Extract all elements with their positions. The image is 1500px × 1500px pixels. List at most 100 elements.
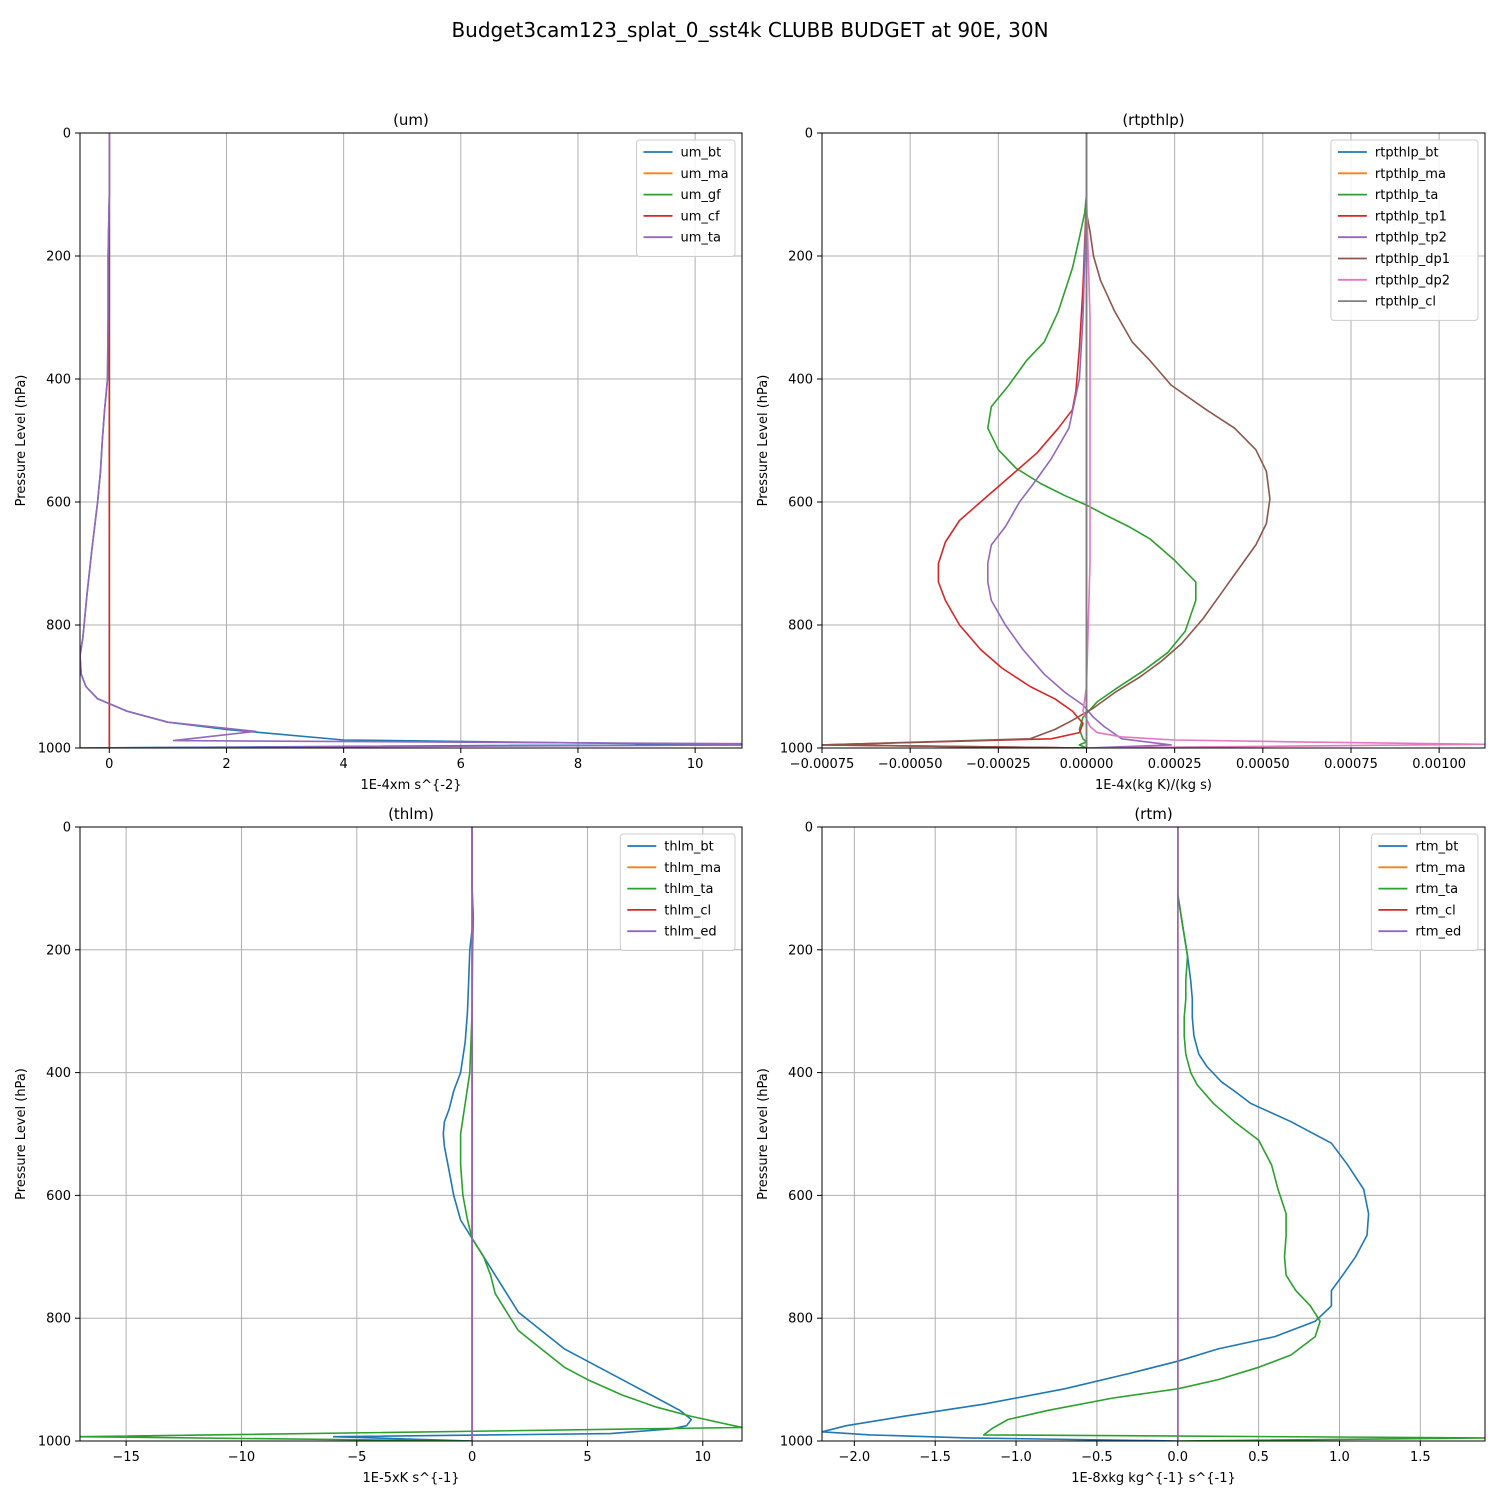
y-tick-label: 200 bbox=[46, 250, 71, 265]
series-line-rtpthlp_tp2 bbox=[986, 133, 1172, 748]
x-tick-label: −1.0 bbox=[1000, 1450, 1032, 1465]
legend-label: rtpthlp_cl bbox=[1375, 295, 1436, 310]
x-tick-label: 0.00000 bbox=[1060, 757, 1114, 772]
axes-frame bbox=[79, 826, 743, 1442]
x-axis-label: 1E-4xm s^{-2} bbox=[360, 778, 461, 793]
panel-title: (rtm) bbox=[1134, 805, 1172, 823]
y-tick-label: 1000 bbox=[38, 1435, 71, 1450]
y-tick-label: 800 bbox=[788, 1312, 813, 1327]
legend-label: rtpthlp_dp1 bbox=[1375, 252, 1450, 267]
x-tick-label: −0.00050 bbox=[878, 757, 943, 772]
x-tick-label: −5 bbox=[347, 1450, 366, 1465]
legend-label: thlm_cl bbox=[664, 903, 711, 918]
x-tick-label: −10 bbox=[228, 1450, 255, 1465]
y-axis-label: Pressure Level (hPa) bbox=[756, 1068, 771, 1200]
legend-label: um_cf bbox=[681, 209, 721, 224]
x-axis-label: 1E-8xkg kg^{-1} s^{-1} bbox=[1071, 1471, 1236, 1486]
panel-1: −0.00075 −0.00050 −0.00025 0.00000 0.00025 0.… bbox=[756, 111, 1486, 793]
legend-label: rtm_ed bbox=[1415, 925, 1461, 940]
y-tick-label: 0 bbox=[805, 821, 813, 836]
x-tick-label: −1.5 bbox=[919, 1450, 951, 1465]
x-tick-label: −2.0 bbox=[839, 1450, 871, 1465]
y-tick-label: 400 bbox=[788, 373, 813, 388]
panel-title: (rtpthlp) bbox=[1122, 111, 1184, 129]
y-tick-label: 1000 bbox=[780, 742, 813, 757]
y-tick-label: 600 bbox=[788, 1189, 813, 1204]
x-tick-label: −0.5 bbox=[1081, 1450, 1113, 1465]
legend-label: thlm_ma bbox=[664, 861, 721, 876]
panel-title: (thlm) bbox=[388, 805, 434, 823]
y-tick-label: 400 bbox=[46, 1066, 71, 1081]
legend-label: rtpthlp_bt bbox=[1375, 146, 1439, 161]
panel-2: −15 −10 −5 0 5 10 0 200 400 600 800 1000 (thlm) 1E-5x… bbox=[14, 805, 743, 1486]
series-group bbox=[80, 827, 742, 1441]
x-tick-label: 4 bbox=[339, 757, 347, 772]
legend-label: rtpthlp_tp1 bbox=[1375, 209, 1447, 224]
x-tick-label: 1.0 bbox=[1329, 1450, 1350, 1465]
legend-label: rtpthlp_tp2 bbox=[1375, 231, 1447, 246]
legend-label: rtm_cl bbox=[1415, 903, 1455, 918]
x-tick-label: 0.00075 bbox=[1324, 757, 1378, 772]
y-tick-label: 800 bbox=[46, 1312, 71, 1327]
y-tick-label: 1000 bbox=[38, 742, 71, 757]
x-tick-label: 0 bbox=[468, 1450, 476, 1465]
x-axis-label: 1E-4x(kg K)/(kg s) bbox=[1095, 778, 1212, 793]
y-tick-label: 200 bbox=[788, 250, 813, 265]
x-tick-label: 0.00050 bbox=[1236, 757, 1290, 772]
legend-label: rtm_ma bbox=[1415, 861, 1465, 876]
legend-label: rtpthlp_ta bbox=[1375, 188, 1438, 203]
y-tick-label: 800 bbox=[788, 619, 813, 634]
legend-label: rtpthlp_ma bbox=[1375, 167, 1446, 182]
legend: um_bt um_ma um_gf um_cf um_ta bbox=[636, 139, 736, 257]
y-tick-label: 0 bbox=[63, 127, 71, 142]
series-group bbox=[822, 827, 1485, 1441]
y-tick-label: 600 bbox=[788, 496, 813, 511]
y-tick-label: 200 bbox=[788, 943, 813, 958]
x-tick-label: 5 bbox=[583, 1450, 591, 1465]
series-group bbox=[822, 133, 1485, 748]
x-tick-label: 0 bbox=[105, 757, 113, 772]
x-tick-label: 6 bbox=[457, 757, 465, 772]
x-tick-label: 0.5 bbox=[1248, 1450, 1269, 1465]
series-group bbox=[80, 133, 742, 748]
legend-label: thlm_ed bbox=[664, 925, 716, 940]
y-tick-label: 400 bbox=[46, 373, 71, 388]
y-tick-label: 800 bbox=[46, 619, 71, 634]
legend-label: thlm_ta bbox=[664, 882, 713, 897]
y-axis-label: Pressure Level (hPa) bbox=[14, 1068, 29, 1200]
y-tick-label: 600 bbox=[46, 1189, 71, 1204]
x-tick-label: −0.00025 bbox=[966, 757, 1031, 772]
y-tick-label: 0 bbox=[805, 127, 813, 142]
legend-box bbox=[619, 833, 736, 951]
axes-frame bbox=[821, 826, 1486, 1442]
legend-label: um_bt bbox=[681, 146, 722, 161]
x-tick-label: 1.5 bbox=[1410, 1450, 1431, 1465]
y-axis-label: Pressure Level (hPa) bbox=[14, 375, 29, 507]
series-line-um_ta bbox=[80, 133, 742, 748]
legend: thlm_bt thlm_ma thlm_ta thlm_cl thlm_ed bbox=[619, 833, 736, 951]
legend: rtpthlp_bt rtpthlp_ma rtpthlp_ta rtpthlp_tp… bbox=[1330, 139, 1479, 321]
x-tick-label: 10 bbox=[687, 757, 704, 772]
x-tick-label: 10 bbox=[695, 1450, 712, 1465]
x-tick-label: 2 bbox=[222, 757, 230, 772]
legend-label: rtm_ta bbox=[1415, 882, 1458, 897]
series-line-rtm_ta bbox=[982, 827, 1485, 1441]
legend-label: um_ma bbox=[681, 167, 729, 182]
legend: rtm_bt rtm_ma rtm_ta rtm_cl rtm_ed bbox=[1370, 833, 1479, 951]
y-tick-label: 1000 bbox=[780, 1435, 813, 1450]
legend-box bbox=[636, 139, 736, 257]
y-axis-label: Pressure Level (hPa) bbox=[756, 375, 771, 507]
legend-box bbox=[1370, 833, 1479, 951]
legend-label: thlm_bt bbox=[664, 840, 713, 855]
figure-title: Budget3cam123_splat_0_sst4k CLUBB BUDGET… bbox=[451, 18, 1048, 42]
y-tick-label: 200 bbox=[46, 943, 71, 958]
legend-label: um_ta bbox=[681, 231, 721, 246]
panel-title: (um) bbox=[393, 111, 429, 129]
x-tick-label: 0.0 bbox=[1167, 1450, 1188, 1465]
x-tick-label: −0.00075 bbox=[790, 757, 855, 772]
axes-frame bbox=[821, 132, 1486, 749]
series-line-rtpthlp_dp2 bbox=[1082, 133, 1485, 748]
